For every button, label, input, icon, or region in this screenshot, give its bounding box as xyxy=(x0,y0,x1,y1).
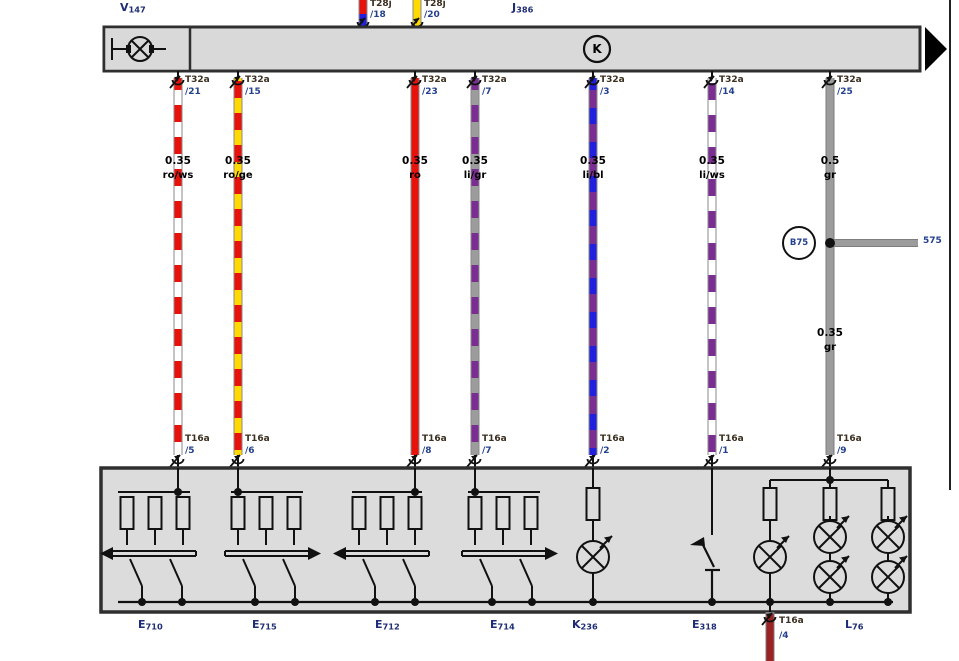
label-wire5-color: li/bl xyxy=(582,170,604,181)
junction-dot xyxy=(825,238,835,248)
label-wire5-bottom-connector: T16a xyxy=(600,434,625,444)
label-v147: V147 xyxy=(120,1,146,15)
label-b75: B75 xyxy=(789,238,809,248)
wire-stubs xyxy=(177,71,831,468)
label-wire6-top-pin: /14 xyxy=(719,87,735,97)
label-wire6-bottom-connector: T16a xyxy=(719,434,744,444)
label-wire6-gauge: 0.35 xyxy=(699,155,725,167)
label-e318: E318 xyxy=(692,618,717,632)
label-wire4-gauge: 0.35 xyxy=(462,155,488,167)
label-wire3-gauge: 0.35 xyxy=(402,155,428,167)
switch-module-box xyxy=(99,466,912,614)
label-wire7-bottom-connector: T16a xyxy=(837,434,862,444)
label-wire2-gauge: 0.35 xyxy=(225,155,251,167)
control-unit-bar xyxy=(102,25,947,73)
label-k-marker: K xyxy=(592,42,602,56)
label-exit-pin: /4 xyxy=(779,631,789,641)
label-input2-connector: T28j xyxy=(424,0,446,9)
label-wire2-top-pin: /15 xyxy=(245,87,261,97)
label-j386: J386 xyxy=(512,1,534,15)
button-e318 xyxy=(690,537,720,602)
label-wire7-bottom-pin: /9 xyxy=(837,446,847,456)
k-marker-circle xyxy=(582,34,612,64)
label-wire4-top-connector: T32a xyxy=(482,75,507,85)
b75-junction-circle xyxy=(782,226,816,260)
window-switch-e714 xyxy=(461,491,558,602)
label-wire6-color: li/ws xyxy=(699,170,725,181)
label-wire1-bottom-pin: /5 xyxy=(185,446,195,456)
label-wire7-top-pin: /25 xyxy=(837,87,853,97)
label-wire5-gauge: 0.35 xyxy=(580,155,606,167)
label-wire5-top-pin: /3 xyxy=(600,87,610,97)
label-wire5-bottom-pin: /2 xyxy=(600,446,610,456)
label-e715: E715 xyxy=(252,618,277,632)
label-wire7-gauge: 0.5 xyxy=(820,155,840,167)
junction-dots xyxy=(138,476,892,606)
label-wire3-color: ro xyxy=(409,170,421,181)
label-input1-pin: /18 xyxy=(370,10,386,20)
label-wire2-bottom-connector: T16a xyxy=(245,434,270,444)
label-wire3-bottom-pin: /8 xyxy=(422,446,432,456)
label-wire4-top-pin: /7 xyxy=(482,87,492,97)
label-e712: E712 xyxy=(375,618,400,632)
label-wire7-color: gr xyxy=(823,170,837,181)
label-wire3-bottom-connector: T16a xyxy=(422,434,447,444)
label-input2-pin: /20 xyxy=(424,10,440,20)
label-wire6-top-connector: T32a xyxy=(719,75,744,85)
motor-icon xyxy=(111,36,166,62)
label-input1-connector: T28j xyxy=(370,0,392,9)
label-right-ref: 575 xyxy=(923,236,942,246)
label-wire4-bottom-connector: T16a xyxy=(482,434,507,444)
label-wire1-top-pin: /21 xyxy=(185,87,201,97)
label-wire1-bottom-connector: T16a xyxy=(185,434,210,444)
label-wire7-lower-gauge: 0.35 xyxy=(817,327,843,339)
label-wire1-color: ro/ws xyxy=(162,170,194,181)
window-switch-e712 xyxy=(333,491,430,602)
label-l76: L76 xyxy=(845,618,864,632)
label-wire6-bottom-pin: /1 xyxy=(719,446,729,456)
window-switch-e715 xyxy=(224,491,321,602)
label-wire1-top-connector: T32a xyxy=(185,75,210,85)
label-wire4-bottom-pin: /7 xyxy=(482,446,492,456)
label-e710: E710 xyxy=(138,618,163,632)
lamp-k236 xyxy=(576,487,613,602)
label-k236: K236 xyxy=(572,618,598,632)
label-exit-connector: T16a xyxy=(779,616,804,626)
label-wire2-bottom-pin: /6 xyxy=(245,446,255,456)
label-wire2-top-connector: T32a xyxy=(245,75,270,85)
label-wire3-top-connector: T32a xyxy=(422,75,447,85)
continuation-arrow-icon xyxy=(925,27,947,71)
t16a-connectors xyxy=(169,454,837,468)
label-e714: E714 xyxy=(490,618,515,632)
label-wire4-color: li/gr xyxy=(463,170,487,181)
label-wire5-top-connector: T32a xyxy=(600,75,625,85)
label-wire7-lower-color: gr xyxy=(823,342,837,353)
label-wire1-gauge: 0.35 xyxy=(165,155,191,167)
label-wire3-top-pin: /23 xyxy=(422,87,438,97)
label-wire7-top-connector: T32a xyxy=(837,75,862,85)
label-wire2-color: ro/ge xyxy=(223,170,253,181)
wire-gr xyxy=(782,78,918,455)
